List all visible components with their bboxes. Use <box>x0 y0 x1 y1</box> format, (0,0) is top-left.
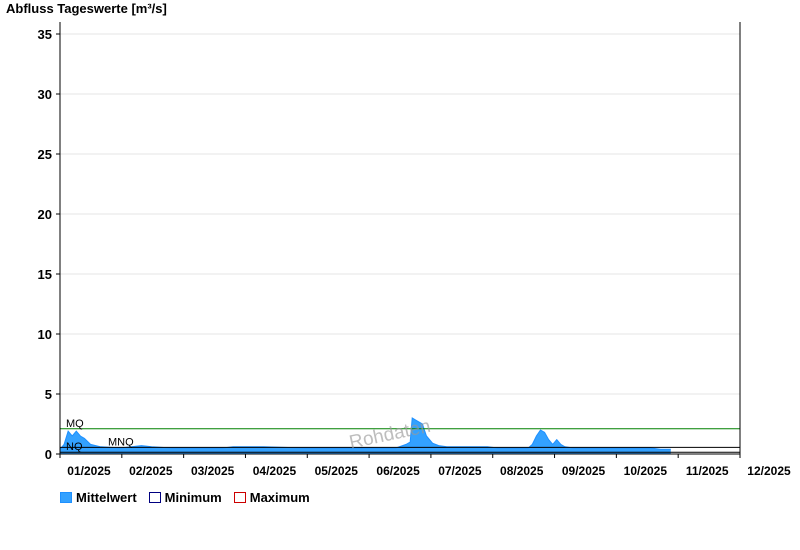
legend-swatch-mittelwert <box>60 492 72 503</box>
x-tick-label-11: 12/2025 <box>747 464 791 478</box>
x-tick-label-10: 11/2025 <box>686 464 729 478</box>
y-tick-label-10: 10 <box>38 327 52 342</box>
legend-item-mittelwert: Mittelwert <box>60 490 137 505</box>
legend: Mittelwert Minimum Maximum <box>60 490 310 505</box>
y-tick-label-15: 15 <box>38 267 52 282</box>
y-tick-label-35: 35 <box>38 27 52 42</box>
legend-label-maximum: Maximum <box>249 490 310 505</box>
x-tick-label-3: 04/2025 <box>253 464 297 478</box>
chart-title: Abfluss Tageswerte [m³/s] <box>6 1 167 16</box>
x-tick-label-4: 05/2025 <box>315 464 359 478</box>
x-tick-label-8: 09/2025 <box>562 464 606 478</box>
legend-item-minimum: Minimum <box>148 490 222 505</box>
x-tick-label-9: 10/2025 <box>624 464 668 478</box>
y-tick-label-20: 20 <box>38 207 52 222</box>
legend-label-minimum: Minimum <box>164 490 222 505</box>
x-tick-label-0: 01/2025 <box>67 464 111 478</box>
reference-label-mq: MQ <box>66 418 84 430</box>
y-tick-label-25: 25 <box>38 147 52 162</box>
y-tick-label-5: 5 <box>45 387 52 402</box>
reference-label-mnq: MNQ <box>108 436 134 448</box>
legend-item-maximum: Maximum <box>233 490 310 505</box>
legend-label-mittelwert: Mittelwert <box>76 490 137 505</box>
y-tick-label-30: 30 <box>38 87 52 102</box>
legend-swatch-minimum <box>148 492 161 503</box>
legend-swatch-maximum <box>233 492 246 503</box>
x-tick-label-7: 08/2025 <box>500 464 544 478</box>
y-tick-label-0: 0 <box>45 447 52 462</box>
x-tick-label-6: 07/2025 <box>438 464 482 478</box>
x-tick-label-1: 02/2025 <box>129 464 173 478</box>
x-tick-label-5: 06/2025 <box>376 464 420 478</box>
series-mittelwert-area <box>60 418 671 454</box>
reference-label-nq: NQ <box>66 441 83 453</box>
x-tick-label-2: 03/2025 <box>191 464 235 478</box>
